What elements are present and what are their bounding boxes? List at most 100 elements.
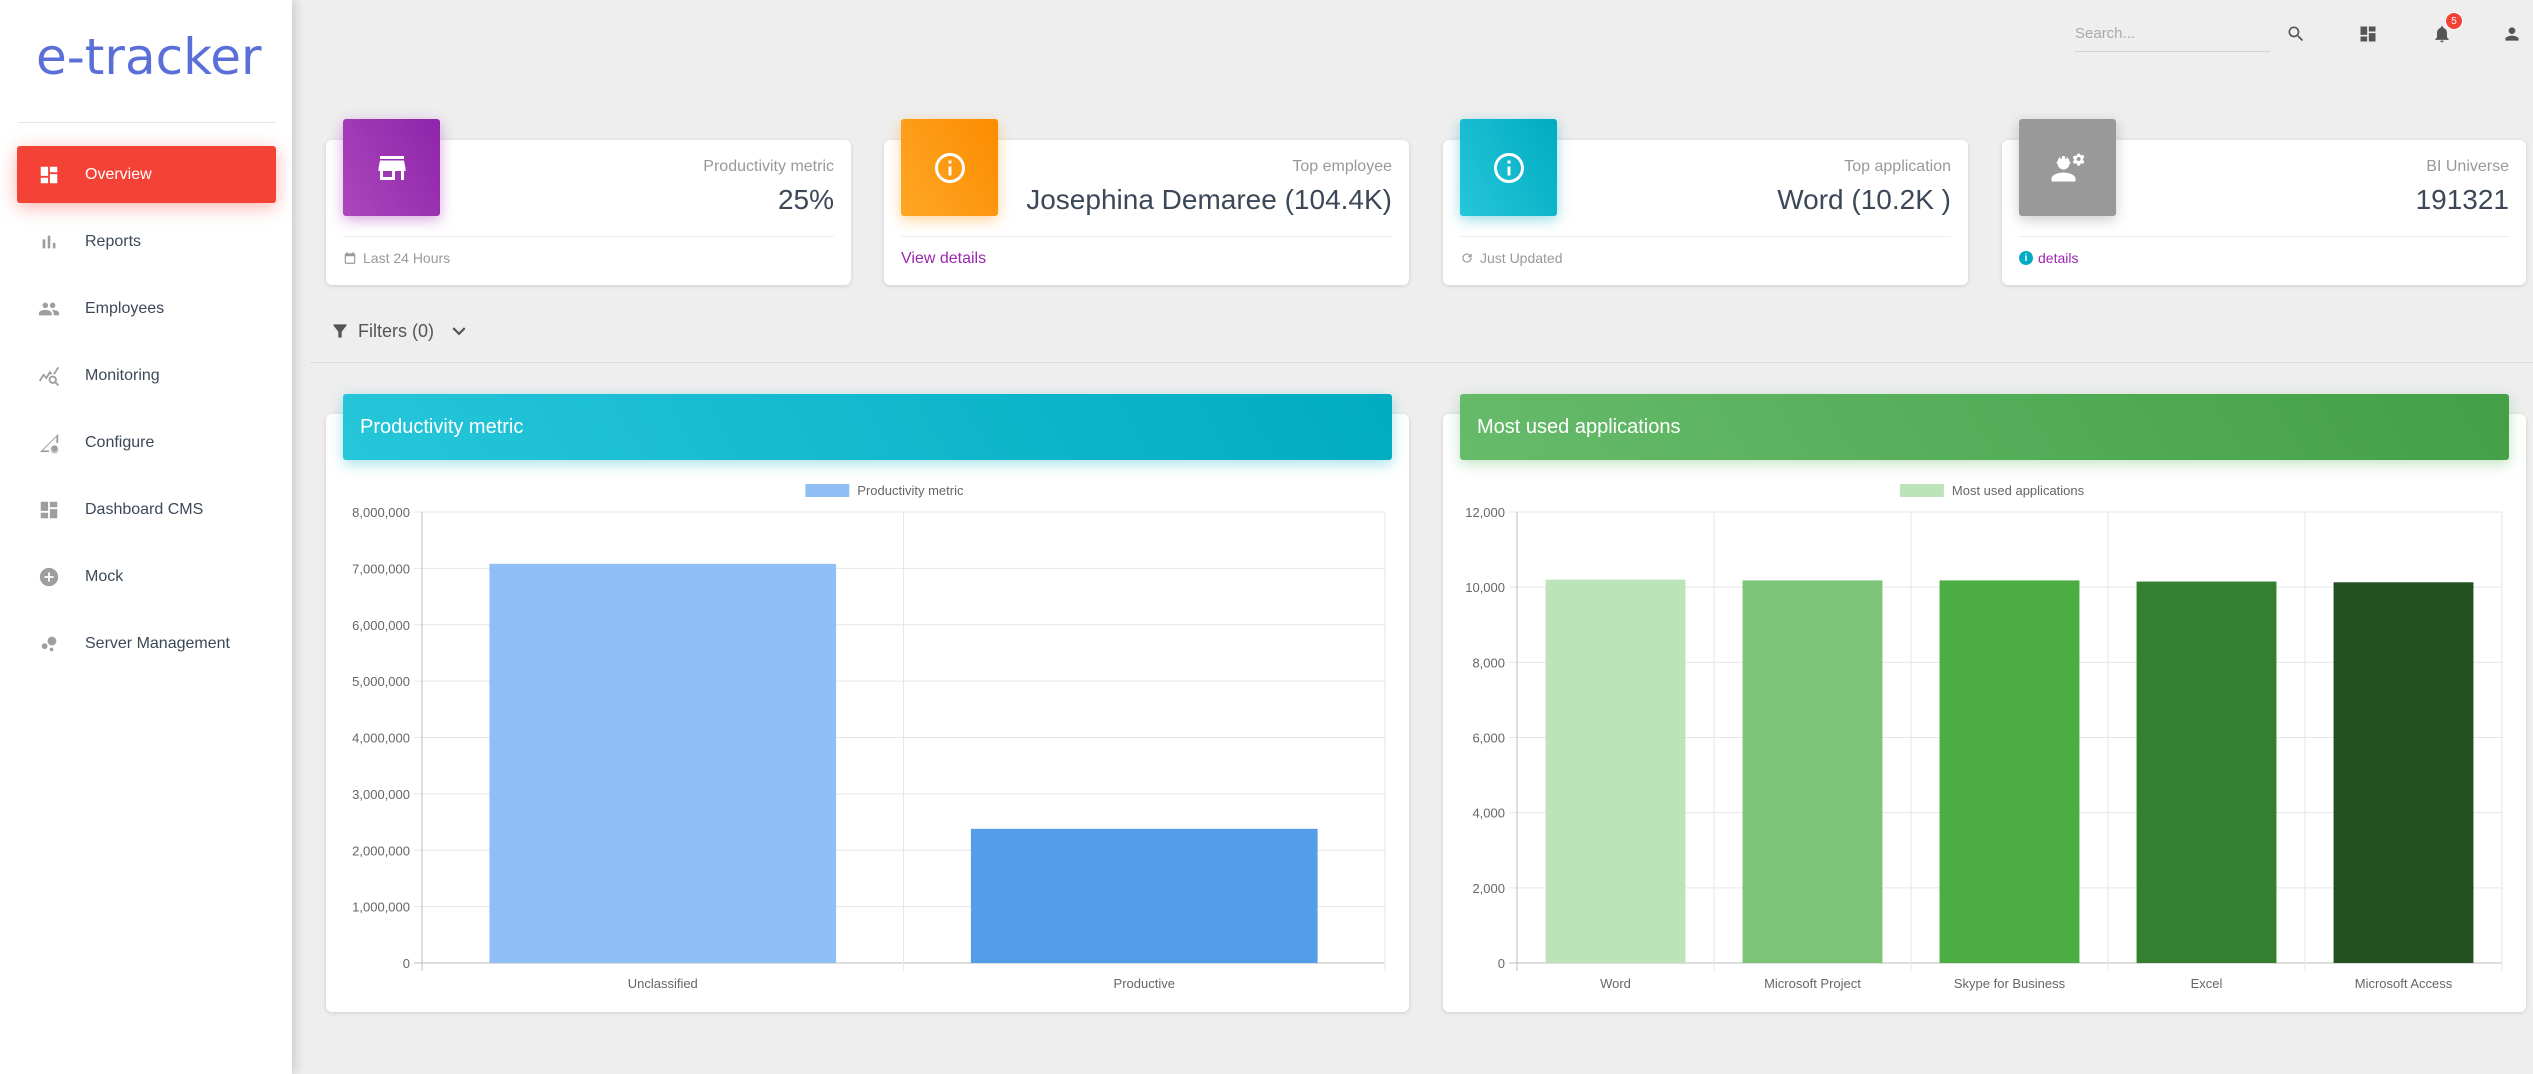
y-tick-label: 5,000,000 <box>352 674 410 689</box>
stat-value: Josephina Demaree (104.4K) <box>1026 184 1392 215</box>
engineering-icon <box>2019 119 2116 216</box>
search-input[interactable] <box>2075 16 2270 52</box>
y-tick-label: 2,000 <box>1472 881 1505 896</box>
monitoring-icon <box>37 364 61 388</box>
info-icon <box>1460 119 1557 216</box>
account-icon[interactable] <box>2500 22 2524 46</box>
details-link-text: details <box>2038 250 2079 266</box>
most-used-apps-chart: Most used applications 0 2,000 4,000 6,000 8,… <box>1465 483 2503 991</box>
stat-footer-text: Just Updated <box>1480 250 1563 266</box>
bar[interactable] <box>1742 580 1883 963</box>
sidebar-item-server-management[interactable]: Server Management <box>17 615 276 672</box>
productivity-chart: Productivity metric 0 1,000,000 2,000,000 3,… <box>352 483 1386 991</box>
x-tick-label: Unclassified <box>628 976 698 991</box>
configure-icon <box>37 431 61 455</box>
y-tick-label: 7,000,000 <box>352 561 410 576</box>
sidebar-item-monitoring[interactable]: Monitoring <box>17 347 276 404</box>
stat-card-top-employee: Top employee Josephina Demaree (104.4K) … <box>884 119 1409 285</box>
y-tick-label: 0 <box>403 956 410 971</box>
view-details-link[interactable]: View details <box>901 250 987 267</box>
bar[interactable] <box>1545 579 1686 963</box>
sidebar-item-label: Mock <box>85 567 124 585</box>
x-tick-label: Microsoft Access <box>2355 976 2453 991</box>
legend-swatch[interactable] <box>805 484 850 497</box>
store-icon <box>343 119 440 216</box>
x-tick-label: Microsoft Project <box>1764 976 1861 991</box>
stat-card-top-application: Top application Word (10.2K ) Just Updat… <box>1443 119 1968 285</box>
legend-swatch[interactable] <box>1899 484 1944 497</box>
y-tick-label: 6,000 <box>1472 731 1505 746</box>
sidebar-item-reports[interactable]: Reports <box>17 213 276 270</box>
chart-card-most-used-apps: Most used applications 0 2,000 4,000 6,000 8,… <box>1443 394 2526 1012</box>
stat-divider <box>343 236 834 237</box>
notification-badge: 5 <box>2445 12 2463 30</box>
sidebar-item-mock[interactable]: Mock <box>17 548 276 605</box>
y-tick-label: 12,000 <box>1465 505 1505 520</box>
stat-value: 191321 <box>2415 184 2509 215</box>
info-icon <box>901 119 998 216</box>
bar[interactable] <box>489 563 837 963</box>
stat-title: Productivity metric <box>703 158 834 175</box>
sidebar-item-label: Dashboard CMS <box>85 500 204 518</box>
filters-divider <box>310 362 2533 363</box>
y-tick-label: 1,000,000 <box>352 900 410 915</box>
chevron-down-icon <box>452 327 466 336</box>
dashboard-icon[interactable] <box>2356 22 2380 46</box>
bar[interactable] <box>2136 581 2277 963</box>
filter-icon <box>333 324 347 338</box>
bar[interactable] <box>1939 580 2080 963</box>
x-tick-label: Skype for Business <box>1954 976 2066 991</box>
search-icon[interactable] <box>2284 22 2308 46</box>
x-tick-label: Excel <box>2191 976 2223 991</box>
y-tick-label: 8,000 <box>1472 655 1505 670</box>
stat-value: 25% <box>777 184 834 215</box>
add-circle-icon <box>37 565 61 589</box>
chart-header: Productivity metric <box>343 394 1392 460</box>
sidebar-item-dashboard-cms[interactable]: Dashboard CMS <box>17 481 276 538</box>
stat-title: Top application <box>1844 158 1951 175</box>
stat-card-productivity: Productivity metric 25% Last 24 Hours <box>326 119 851 285</box>
sidebar-item-overview[interactable]: Overview <box>17 146 276 203</box>
y-tick-label: 4,000,000 <box>352 731 410 746</box>
bubble-chart-icon <box>37 632 61 656</box>
sidebar-item-label: Server Management <box>85 634 230 652</box>
y-tick-label: 0 <box>1498 956 1505 971</box>
y-tick-label: 4,000 <box>1472 806 1505 821</box>
y-tick-label: 2,000,000 <box>352 843 410 858</box>
y-tick-label: 8,000,000 <box>352 505 410 520</box>
stat-divider <box>901 236 1392 237</box>
sidebar-nav: Overview Reports Employees Monitoring Co… <box>17 146 276 682</box>
calendar-icon <box>344 252 356 264</box>
sidebar-item-label: Employees <box>85 299 165 317</box>
people-icon <box>37 297 61 321</box>
chart-header: Most used applications <box>1460 394 2509 460</box>
dashboard-icon <box>37 163 61 187</box>
x-tick-label: Word <box>1600 976 1631 991</box>
legend-label[interactable]: Most used applications <box>1952 483 2085 498</box>
filters-toggle[interactable]: Filters (0) <box>330 318 472 344</box>
stat-footer-text: Last 24 Hours <box>363 250 451 266</box>
sidebar-item-label: Reports <box>85 232 142 250</box>
refresh-icon <box>1462 253 1472 263</box>
app-logo[interactable]: e-tracker <box>36 28 262 86</box>
stat-divider <box>1460 236 1951 237</box>
stat-footer: Just Updated <box>1460 250 1563 266</box>
bar[interactable] <box>970 828 1318 963</box>
y-tick-label: 10,000 <box>1465 580 1505 595</box>
bar-chart-icon <box>37 230 61 254</box>
legend-label[interactable]: Productivity metric <box>857 483 964 498</box>
sidebar-item-employees[interactable]: Employees <box>17 280 276 337</box>
info-icon: i <box>2019 251 2033 265</box>
sidebar-item-configure[interactable]: Configure <box>17 414 276 471</box>
x-tick-label: Productive <box>1114 976 1175 991</box>
y-tick-label: 3,000,000 <box>352 787 410 802</box>
stat-title: BI Universe <box>2426 158 2509 175</box>
stat-value: Word (10.2K ) <box>1777 184 1951 215</box>
chart-card-productivity: Productivity metric 0 1,000,000 2,000,000 3,… <box>326 394 1409 1012</box>
sidebar-item-label: Overview <box>85 165 152 183</box>
sidebar-divider <box>18 122 276 123</box>
bar[interactable] <box>2333 582 2474 963</box>
details-link[interactable]: i details <box>2019 250 2078 266</box>
stat-card-bi-universe: BI Universe 191321 i details <box>2002 119 2526 285</box>
notifications-icon[interactable]: 5 <box>2430 12 2463 46</box>
